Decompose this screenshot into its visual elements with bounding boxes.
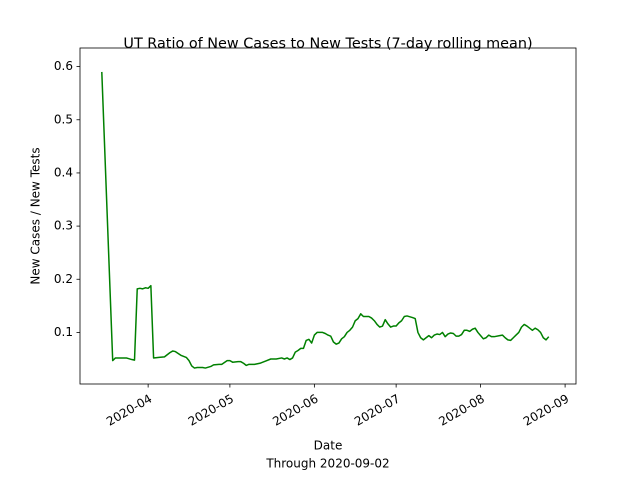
- chart-title: UT Ratio of New Cases to New Tests (7-da…: [123, 36, 532, 52]
- y-tick-label: 0.2: [54, 272, 73, 286]
- plot-frame: [79, 47, 577, 385]
- y-tick-label: 0.6: [54, 59, 73, 73]
- y-tick-label: 0.4: [54, 165, 73, 179]
- x-tick-label: 2020-07: [352, 392, 402, 429]
- y-tick-label: 0.1: [54, 325, 73, 339]
- x-axis-note: Through 2020-09-02: [265, 457, 389, 471]
- y-tick-label: 0.3: [54, 219, 73, 233]
- x-tick-label: 2020-04: [104, 392, 154, 429]
- line: [101, 71, 550, 369]
- x-tick-label: 2020-08: [436, 392, 486, 429]
- x-tick-label: 2020-09: [521, 392, 571, 429]
- x-tick-label: 2020-05: [186, 392, 236, 429]
- y-axis-label: New Cases / New Tests: [29, 147, 43, 284]
- y-tick-label: 0.5: [54, 112, 73, 126]
- x-tick-label: 2020-06: [270, 392, 320, 429]
- x-axis-label: Date: [314, 439, 343, 453]
